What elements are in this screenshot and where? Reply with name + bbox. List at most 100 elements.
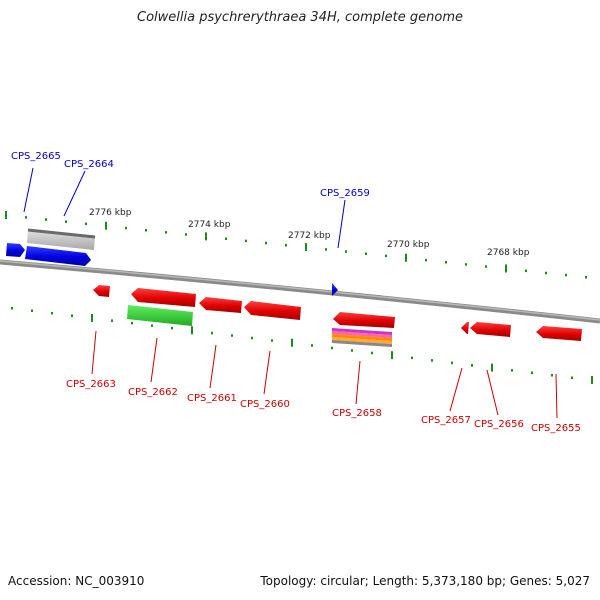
scale-ticks-lower	[11, 307, 593, 384]
minor-tick	[425, 258, 427, 262]
minor-tick	[125, 226, 127, 230]
minor-tick	[545, 271, 547, 275]
minor-tick	[265, 241, 267, 245]
minor-tick	[145, 228, 147, 232]
minor-tick	[51, 311, 53, 315]
gene-leader-lines	[23, 167, 558, 419]
minor-tick	[25, 216, 27, 219]
minor-tick	[345, 250, 347, 253]
minor-tick	[325, 248, 327, 251]
major-tick	[305, 243, 307, 252]
minor-tick	[551, 374, 553, 377]
minor-tick	[471, 364, 473, 367]
gene-label-CPS_2663[interactable]: CPS_2663	[66, 379, 116, 390]
scale-label: 2774 kbp	[188, 220, 231, 230]
gene-arrow-CPS_2662[interactable]	[131, 288, 196, 307]
minor-tick	[485, 265, 487, 268]
minor-tick	[351, 349, 353, 352]
major-tick	[391, 351, 393, 360]
minor-tick	[165, 231, 167, 234]
major-tick	[205, 232, 207, 241]
major-tick	[5, 211, 7, 219]
gene-label-CPS_2658[interactable]: CPS_2658	[332, 408, 382, 419]
minor-tick	[151, 324, 153, 327]
gene-label-CPS_2656[interactable]: CPS_2656	[474, 419, 524, 430]
scale-ticks-upper	[5, 211, 587, 279]
gene-arrow-CPS_2659[interactable]	[332, 283, 338, 296]
minor-tick	[331, 346, 333, 350]
major-tick	[291, 338, 293, 347]
scale-label: 2770 kbp	[387, 240, 430, 250]
gene-label-CPS_2655[interactable]: CPS_2655	[531, 423, 581, 434]
minor-tick	[31, 309, 33, 312]
major-tick	[105, 221, 107, 230]
minor-tick	[445, 261, 447, 264]
gene-labels: CPS_2665 CPS_2664 CPS_2659 CPS_2663 CPS_…	[11, 151, 581, 434]
genome-title: Colwellia psychrerythraea 34H, complete …	[137, 10, 463, 25]
minor-tick	[131, 321, 133, 325]
minor-tick	[565, 273, 567, 277]
gene-arrow-CPS_2658[interactable]	[333, 312, 395, 328]
minor-tick	[245, 239, 247, 243]
gene-arrow-CPS_2661[interactable]	[199, 297, 242, 313]
minor-tick	[451, 361, 453, 365]
gene-arrow-CPS_2656[interactable]	[470, 322, 511, 337]
gene-label-CPS_2665[interactable]: CPS_2665	[11, 151, 61, 162]
minor-tick	[45, 218, 47, 221]
scale-labels: 2776 kbp 2774 kbp 2772 kbp 2770 kbp 2768…	[89, 208, 530, 258]
gene-label-CPS_2659[interactable]: CPS_2659	[320, 188, 370, 199]
minor-tick	[225, 237, 227, 241]
minor-tick	[171, 326, 173, 330]
gene-label-CPS_2657[interactable]: CPS_2657	[421, 415, 471, 426]
minor-tick	[431, 359, 433, 362]
minor-tick	[511, 369, 513, 372]
gene-arrow-CPS_2664[interactable]	[25, 246, 91, 266]
minor-tick	[411, 356, 413, 360]
minor-tick	[465, 263, 467, 266]
minor-tick	[531, 371, 533, 375]
minor-tick	[385, 254, 387, 258]
multi-color-feature-bars	[332, 328, 392, 347]
gene-arrow-CPS_2665[interactable]	[6, 243, 25, 257]
minor-tick	[85, 222, 87, 226]
minor-tick	[251, 336, 253, 340]
accession-text: Accession: NC_003910	[8, 574, 145, 588]
minor-tick	[285, 243, 287, 247]
green-feature-bar	[127, 305, 193, 326]
minor-tick	[231, 334, 233, 337]
gene-arrow-CPS_2655[interactable]	[536, 326, 582, 341]
major-tick	[505, 264, 507, 273]
major-tick	[191, 326, 193, 335]
scale-label: 2776 kbp	[89, 208, 132, 218]
minor-tick	[365, 252, 367, 255]
minor-tick	[371, 351, 373, 355]
gene-arrow-CPS_2660[interactable]	[244, 301, 301, 320]
minor-tick	[311, 344, 313, 347]
scale-label: 2768 kbp	[487, 248, 530, 258]
gene-arrow-CPS_2657[interactable]	[461, 322, 469, 334]
minor-tick	[71, 314, 73, 317]
minor-tick	[11, 307, 13, 310]
gene-label-CPS_2662[interactable]: CPS_2662	[128, 387, 178, 398]
minor-tick	[525, 269, 527, 273]
gray-feature-bar	[27, 228, 96, 250]
gene-label-CPS_2660[interactable]: CPS_2660	[240, 399, 290, 410]
major-tick	[405, 253, 407, 262]
major-tick	[491, 363, 493, 372]
minor-tick	[585, 276, 587, 279]
minor-tick	[271, 339, 273, 342]
topology-summary-text: Topology: circular; Length: 5,373,180 bp…	[260, 574, 590, 588]
minor-tick	[211, 331, 213, 335]
gene-arrow-CPS_2663[interactable]	[93, 285, 110, 297]
gene-label-CPS_2661[interactable]: CPS_2661	[187, 393, 237, 404]
minor-tick	[185, 233, 187, 236]
major-tick	[591, 376, 593, 384]
minor-tick	[571, 376, 573, 380]
major-tick	[91, 313, 93, 322]
gene-label-CPS_2664[interactable]: CPS_2664	[64, 159, 114, 170]
minor-tick	[65, 220, 67, 223]
chromosome-line	[0, 259, 600, 324]
minor-tick	[111, 319, 113, 322]
scale-label: 2772 kbp	[288, 231, 331, 241]
